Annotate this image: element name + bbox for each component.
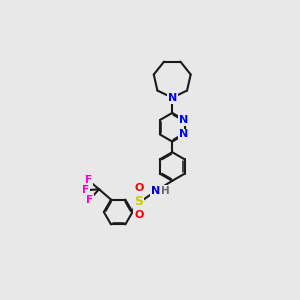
Text: S: S (134, 195, 143, 208)
Text: F: F (86, 195, 93, 205)
Text: O: O (134, 210, 144, 220)
Text: F: F (85, 176, 92, 185)
Text: N: N (168, 93, 177, 103)
Text: O: O (134, 183, 144, 193)
Text: F: F (82, 185, 89, 195)
Text: H: H (161, 186, 170, 196)
Text: N: N (179, 129, 188, 140)
Text: N: N (179, 115, 188, 125)
Text: N: N (151, 186, 160, 196)
